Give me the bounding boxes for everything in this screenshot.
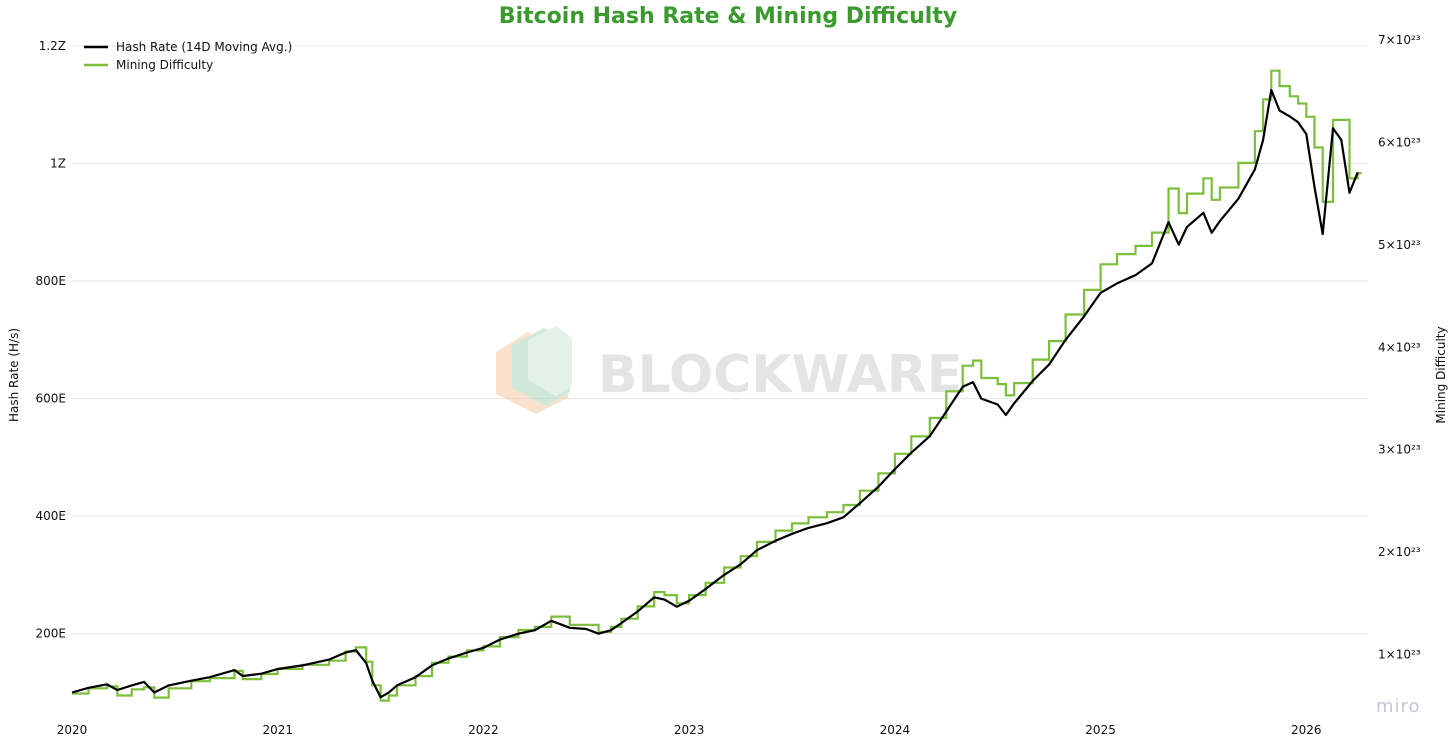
right-y-tick-label: 5×10²³ [1378,238,1421,252]
left-y-tick-label: 200E [36,627,67,641]
left-y-axis-label: Hash Rate (H/s) [7,328,21,422]
x-tick-label: 2020 [57,723,88,737]
right-y-axis: 1×10²³ 2×10²³ 3×10²³ 4×10²³ 5×10²³ 6×10²³ 7×10… [1378,33,1421,662]
left-y-tick-label: 800E [36,274,67,288]
right-y-axis-label: Mining Difficulty [1434,326,1448,423]
left-y-tick-label: 1Z [50,156,66,170]
left-y-tick-label: 400E [36,509,67,523]
x-tick-label: 2025 [1085,723,1116,737]
x-axis: 2020 2021 2022 2023 2024 2025 2026 [57,723,1322,737]
right-y-tick-label: 2×10²³ [1378,545,1421,559]
right-y-tick-label: 4×10²³ [1378,340,1421,354]
legend-label-difficulty: Mining Difficulty [116,58,213,72]
x-tick-label: 2021 [262,723,293,737]
legend-label-hashrate: Hash Rate (14D Moving Avg.) [116,40,292,54]
right-y-tick-label: 1×10²³ [1378,648,1421,662]
miro-watermark: miro [1376,696,1421,717]
difficulty-series-line [72,69,1362,702]
right-y-tick-label: 7×10²³ [1378,33,1421,47]
x-tick-label: 2026 [1291,723,1322,737]
blockware-logo-icon [496,326,572,414]
watermark-text: BLOCKWARE [598,345,962,405]
x-tick-label: 2024 [880,723,911,737]
right-y-tick-label: 6×10²³ [1378,135,1421,149]
right-y-tick-label: 3×10²³ [1378,443,1421,457]
x-tick-label: 2022 [468,723,499,737]
left-y-axis: 200E 400E 600E 800E 1Z 1.2Z [36,39,67,641]
hashrate-series-line [71,88,1359,699]
left-y-tick-label: 600E [36,392,67,406]
blockware-watermark: BLOCKWARE [496,326,962,414]
series-group [71,69,1362,702]
left-y-tick-label: 1.2Z [39,39,66,53]
gridlines [72,45,1368,635]
x-tick-label: 2023 [674,723,705,737]
chart-title: Bitcoin Hash Rate & Mining Difficulty [498,4,958,29]
legend: Hash Rate (14D Moving Avg.) Mining Diffi… [84,40,292,72]
